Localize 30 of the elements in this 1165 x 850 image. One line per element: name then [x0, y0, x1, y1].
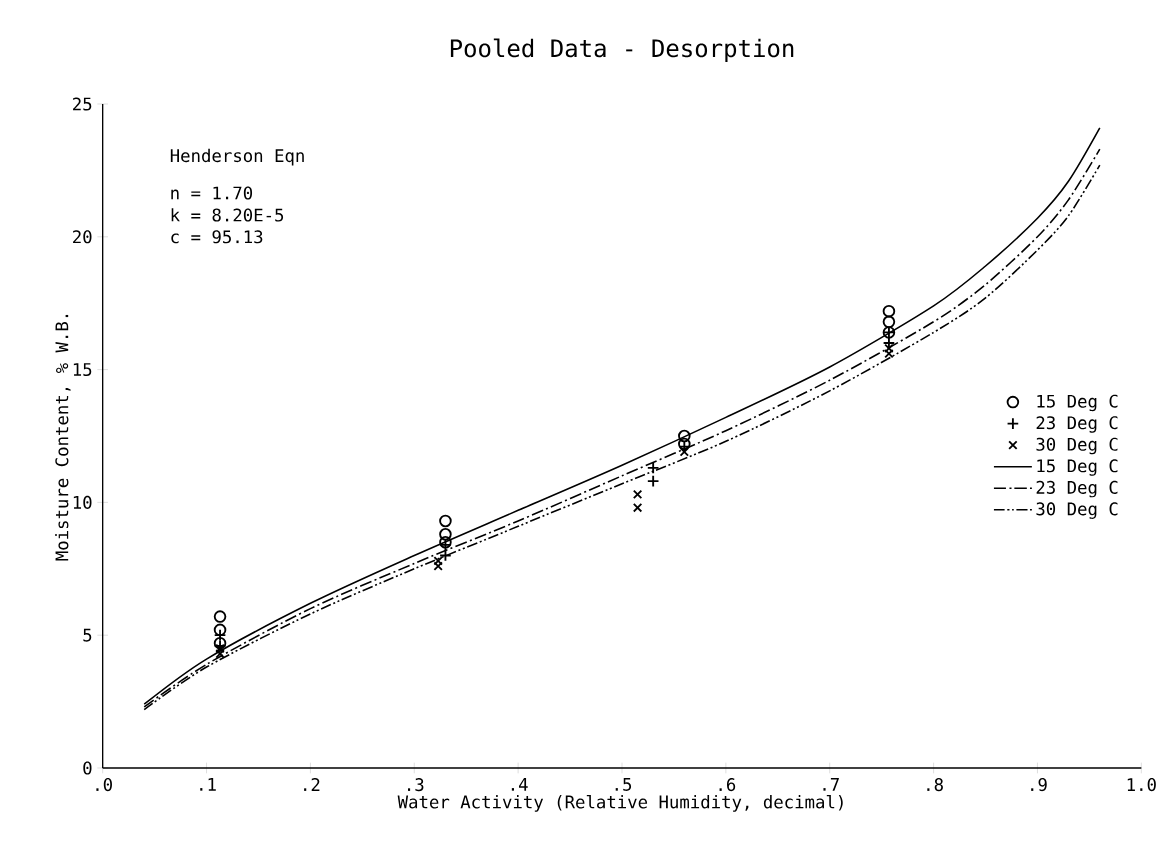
x-tick-label: 1.0: [1127, 778, 1156, 792]
x-tick-label: .4: [511, 778, 528, 791]
x-axis-title: Water Activity (Relative Humidity, decimal): [397, 794, 843, 812]
x-tick-label: .9: [1031, 778, 1047, 792]
x-tick-label: .6: [719, 778, 736, 792]
y-tick-label: 0: [83, 761, 92, 775]
y-tick-label: 25: [73, 97, 92, 111]
annotation: Henderson Eqn: [170, 148, 304, 166]
x-tick-label: .3: [407, 778, 424, 792]
legend-label: 15 Deg C: [1037, 459, 1118, 476]
legend-label: 30 Deg C: [1036, 502, 1118, 519]
legend-label: 23 Deg C: [1036, 480, 1118, 498]
y-axis-title: Moisture Content, % W.B.: [55, 314, 71, 561]
y-tick-label: 5: [83, 628, 92, 642]
x-tick-label: .1: [200, 778, 216, 791]
x-tick-label: .5: [615, 778, 632, 791]
annotation: c = 95.13: [171, 230, 263, 244]
legend-label: 30 Deg C: [1036, 437, 1118, 455]
y-tick-label: 10: [73, 495, 92, 509]
x-tick-label: .0: [96, 778, 112, 792]
x-tick-label: .7: [823, 778, 839, 791]
legend-label: 15 Deg C: [1037, 394, 1118, 412]
x-tick-label: .2: [304, 778, 320, 791]
y-tick-label: 15: [73, 363, 92, 377]
x-tick-label: .8: [927, 778, 943, 792]
annotation: k = 8.20E-5: [171, 208, 284, 222]
annotation: n = 1.70: [171, 186, 253, 200]
y-tick-label: 20: [73, 230, 92, 244]
legend-label: 23 Deg C: [1036, 416, 1118, 433]
chart-title: Pooled Data - Desorption: [450, 38, 794, 62]
